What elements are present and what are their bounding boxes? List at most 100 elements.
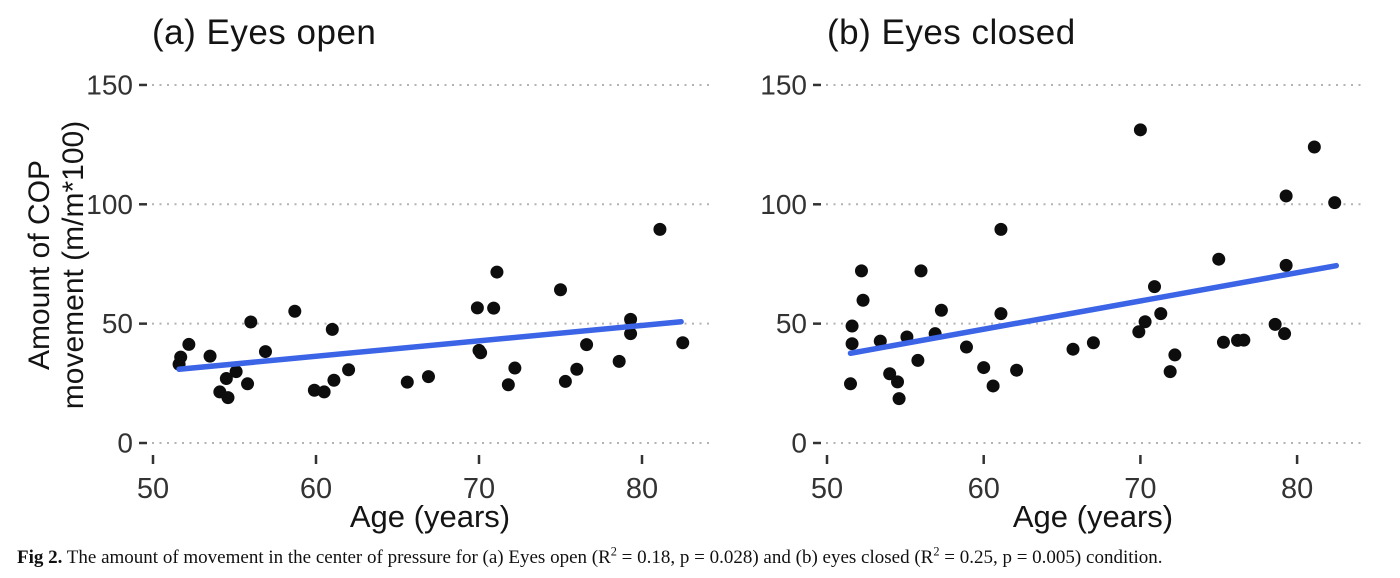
x-tick-label: 70 xyxy=(463,473,495,505)
data-point xyxy=(203,349,217,363)
data-point xyxy=(580,338,594,352)
data-point xyxy=(470,301,484,315)
data-point xyxy=(487,301,501,315)
data-point xyxy=(1133,123,1147,137)
data-point xyxy=(325,322,339,336)
data-point xyxy=(883,367,897,381)
data-point xyxy=(1010,363,1024,377)
trend-line xyxy=(176,318,684,372)
x-tick-label: 70 xyxy=(1124,473,1156,505)
data-point xyxy=(994,307,1008,321)
data-point xyxy=(1163,365,1177,379)
panel-b-x-axis-label: Age (years) xyxy=(1012,499,1174,534)
data-point xyxy=(490,265,504,279)
data-point xyxy=(1066,342,1080,356)
panel-a-x-axis-label: Age (years) xyxy=(349,499,511,534)
data-point xyxy=(624,327,638,341)
caption-text: = 0.18, p = 0.028) and (b) eyes closed (… xyxy=(616,547,934,568)
x-tick-label: 50 xyxy=(137,473,169,505)
data-point xyxy=(1168,348,1182,362)
data-point xyxy=(241,377,255,391)
y-axis-label-line1: Amount of COP xyxy=(23,159,56,371)
data-point xyxy=(1328,196,1342,210)
data-point xyxy=(1279,189,1293,203)
data-point xyxy=(1237,333,1251,347)
data-point xyxy=(845,319,859,333)
data-point xyxy=(959,340,973,354)
data-point xyxy=(229,365,243,379)
data-point xyxy=(1212,252,1226,266)
y-axis-label: Amount of COP movement (m/m*100) xyxy=(23,121,91,409)
data-point xyxy=(891,375,905,389)
data-point xyxy=(914,264,928,278)
data-point xyxy=(554,283,567,297)
y-tick-label: 50 xyxy=(102,308,133,339)
y-tick-label: 0 xyxy=(791,428,807,459)
data-point xyxy=(474,346,488,360)
data-point xyxy=(1148,280,1162,294)
caption-text: Fig 2. xyxy=(17,547,63,568)
x-tick-label: 80 xyxy=(626,473,658,505)
data-point xyxy=(653,222,667,236)
data-point xyxy=(174,350,188,364)
x-tick-label: 60 xyxy=(300,473,332,505)
x-tick-label: 50 xyxy=(811,473,843,505)
panel-b-title: (b) Eyes closed xyxy=(827,13,1076,52)
data-point xyxy=(1307,140,1321,154)
data-point xyxy=(342,363,356,377)
y-tick-label: 50 xyxy=(776,308,807,339)
y-tick-label: 100 xyxy=(760,189,807,220)
x-tick-label: 80 xyxy=(1281,473,1313,505)
data-point xyxy=(1138,315,1152,329)
caption-text: 2 xyxy=(610,544,617,559)
trend-line xyxy=(847,262,1340,356)
data-point xyxy=(856,293,870,307)
data-point xyxy=(421,370,435,384)
data-point xyxy=(612,354,626,368)
data-point xyxy=(873,334,887,348)
y-axis-label-line2: movement (m/m*100) xyxy=(57,120,90,410)
data-point xyxy=(676,336,690,350)
data-point xyxy=(307,383,321,397)
data-point xyxy=(1154,307,1168,321)
data-point xyxy=(288,304,302,318)
data-point xyxy=(892,392,906,406)
data-point xyxy=(558,374,572,388)
data-point xyxy=(400,375,414,389)
data-point xyxy=(508,361,522,375)
y-tick-label: 150 xyxy=(760,69,807,100)
data-point xyxy=(911,353,925,367)
data-point xyxy=(1279,258,1293,272)
data-point xyxy=(844,377,858,391)
data-point xyxy=(258,345,272,359)
data-point xyxy=(317,385,331,399)
data-point xyxy=(1216,335,1230,349)
data-point xyxy=(1268,317,1282,331)
data-point xyxy=(327,373,341,387)
data-point xyxy=(977,361,991,375)
y-tick-label: 150 xyxy=(86,69,133,100)
data-point xyxy=(854,264,868,278)
data-point xyxy=(986,379,1000,393)
data-point xyxy=(244,315,258,329)
data-point xyxy=(221,391,235,405)
data-point xyxy=(1278,327,1292,341)
data-point xyxy=(994,222,1008,236)
y-tick-label: 100 xyxy=(86,189,133,220)
data-point xyxy=(934,303,948,317)
panel-a-title: (a) Eyes open xyxy=(152,13,377,52)
caption-text: 2 xyxy=(933,544,940,559)
data-point xyxy=(182,337,196,351)
data-point xyxy=(624,312,638,326)
data-point xyxy=(1132,325,1146,339)
figure-caption: Fig 2. The amount of movement in the cen… xyxy=(17,544,1392,569)
data-point xyxy=(501,378,515,392)
data-point xyxy=(219,372,233,386)
data-point xyxy=(1086,336,1100,350)
caption-text: = 0.25, p = 0.005) condition. xyxy=(939,547,1163,568)
data-point xyxy=(570,362,584,376)
